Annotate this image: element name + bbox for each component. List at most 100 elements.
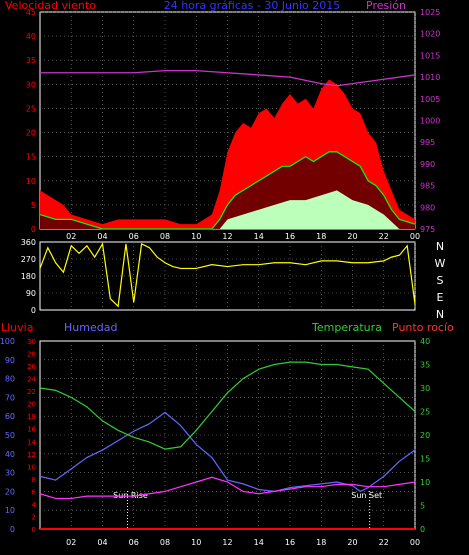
wind-y-tick: 45 [26, 8, 36, 17]
wind-x-tick: 22 [379, 232, 389, 241]
chart-title: 24 hora gráficas - 30 Junio 2015 [164, 0, 341, 12]
compass-letter: E [437, 291, 444, 304]
pressure-y-tick: 1015 [420, 51, 440, 60]
pressure-line [40, 69, 416, 87]
temp-x-tick: 12 [222, 538, 232, 547]
wind-avg-line [39, 151, 416, 230]
temperature-label: Temperatura [311, 321, 382, 334]
humidity-line [39, 411, 416, 493]
pressure-y-tick: 995 [420, 138, 435, 147]
humidity-y-tick: 90 [5, 356, 15, 365]
humidity-label: Humedad [64, 321, 117, 334]
rain-y-tick: 20 [27, 401, 36, 409]
pressure-y-tick: 1025 [420, 8, 440, 17]
pressure-label: Presión [366, 0, 406, 12]
rain-y-tick: 0 [32, 526, 36, 534]
wind-y-ticks: 0 5 10 15 20 25 30 35 40 45 [26, 8, 36, 234]
humidity-y-tick: 80 [5, 375, 15, 384]
humidity-y-ticks: 0 10 20 30 40 50 60 70 80 90 100 [0, 337, 15, 534]
temp-x-tick: 10 [191, 538, 201, 547]
temp-x-tick: 02 [66, 538, 76, 547]
direction-y-tick: 270 [21, 255, 36, 264]
pressure-y-tick: 1010 [420, 73, 440, 82]
rain-y-tick: 6 [32, 488, 37, 496]
wind-y-tick: 35 [26, 56, 36, 65]
wind-x-tick: 12 [222, 232, 232, 241]
sun-markers: Sun Rise Sun Set [113, 491, 382, 529]
humidity-y-tick: 50 [5, 431, 15, 440]
wind-speed-label: Velocidad viento [5, 0, 96, 12]
compass-letter: N [436, 308, 444, 321]
wind-x-tick: 18 [316, 232, 326, 241]
temperature-y-tick: 35 [420, 361, 430, 370]
temperature-y-tick: 0 [420, 525, 425, 534]
compass-letter: W [435, 257, 446, 270]
temperature-y-tick: 30 [420, 384, 430, 393]
direction-series [39, 242, 416, 308]
direction-y-tick: 180 [21, 272, 36, 281]
temperature-y-tick: 5 [420, 502, 425, 511]
wind-y-tick: 20 [26, 129, 36, 138]
wind-x-tick: 14 [254, 232, 264, 241]
temp-series [39, 361, 416, 530]
rain-y-tick: 4 [32, 501, 37, 509]
pressure-y-tick: 985 [420, 182, 435, 191]
compass-letter: S [437, 274, 444, 287]
rain-y-tick: 28 [27, 351, 36, 359]
temperature-y-tick: 10 [420, 478, 430, 487]
humidity-y-tick: 60 [5, 412, 15, 421]
humidity-y-tick: 70 [5, 393, 15, 402]
humidity-y-tick: 10 [5, 506, 15, 515]
rain-y-tick: 12 [27, 451, 36, 459]
humidity-y-tick: 30 [5, 469, 15, 478]
humidity-y-tick: 0 [10, 525, 15, 534]
wind-y-tick: 30 [26, 80, 36, 89]
direction-y-ticks: 0 90 180 270 360 [21, 238, 36, 315]
rain-y-tick: 24 [27, 376, 36, 384]
temperature-y-tick: 15 [420, 455, 430, 464]
pressure-y-tick: 1005 [420, 95, 440, 104]
temp-x-tick: 00 [410, 538, 420, 547]
temp-x-tick: 04 [97, 538, 107, 547]
temp-x-ticks: 02 04 06 08 10 12 14 16 18 20 22 00 [66, 538, 420, 547]
direction-y-tick: 0 [31, 306, 36, 315]
compass-letter: N [436, 240, 444, 253]
temp-x-tick: 20 [347, 538, 357, 547]
rain-y-tick: 30 [27, 338, 36, 346]
pressure-y-tick: 980 [420, 203, 435, 212]
sunset-text: Sun Set [351, 491, 382, 500]
humidity-y-tick: 100 [0, 337, 15, 346]
rain-y-tick: 22 [27, 388, 36, 396]
rain-y-tick: 16 [27, 426, 36, 434]
direction-line [39, 242, 416, 308]
temperature-line [39, 361, 416, 450]
temperature-y-ticks: 0 5 10 15 20 25 30 35 40 [420, 337, 430, 534]
wind-x-tick: 04 [97, 232, 107, 241]
temp-x-tick: 06 [129, 538, 139, 547]
wind-x-ticks: 02 04 06 08 10 12 14 16 18 20 22 00 [66, 232, 420, 241]
temperature-y-tick: 20 [420, 431, 430, 440]
rain-y-tick: 26 [27, 363, 36, 371]
rain-y-tick: 2 [32, 513, 36, 521]
temp-x-tick: 14 [254, 538, 264, 547]
wind-y-tick: 25 [26, 104, 36, 113]
pressure-y-tick: 1020 [420, 30, 440, 39]
direction-y-tick: 360 [21, 238, 36, 247]
wind-y-tick: 10 [26, 177, 36, 186]
wind-y-tick: 15 [26, 153, 36, 162]
pressure-y-tick: 975 [420, 225, 435, 234]
temp-grid [40, 341, 416, 529]
pressure-y-ticks: 975 980 985 990 995 1000 1005 1010 1015 1020 1025 [420, 8, 440, 234]
rain-y-tick: 14 [27, 438, 36, 446]
rain-label: Lluvia [1, 321, 33, 334]
pressure-y-tick: 990 [420, 160, 435, 169]
wind-x-tick: 02 [66, 232, 76, 241]
wind-series [39, 69, 416, 230]
humidity-y-tick: 20 [5, 487, 15, 496]
wind-y-tick: 5 [31, 201, 36, 210]
